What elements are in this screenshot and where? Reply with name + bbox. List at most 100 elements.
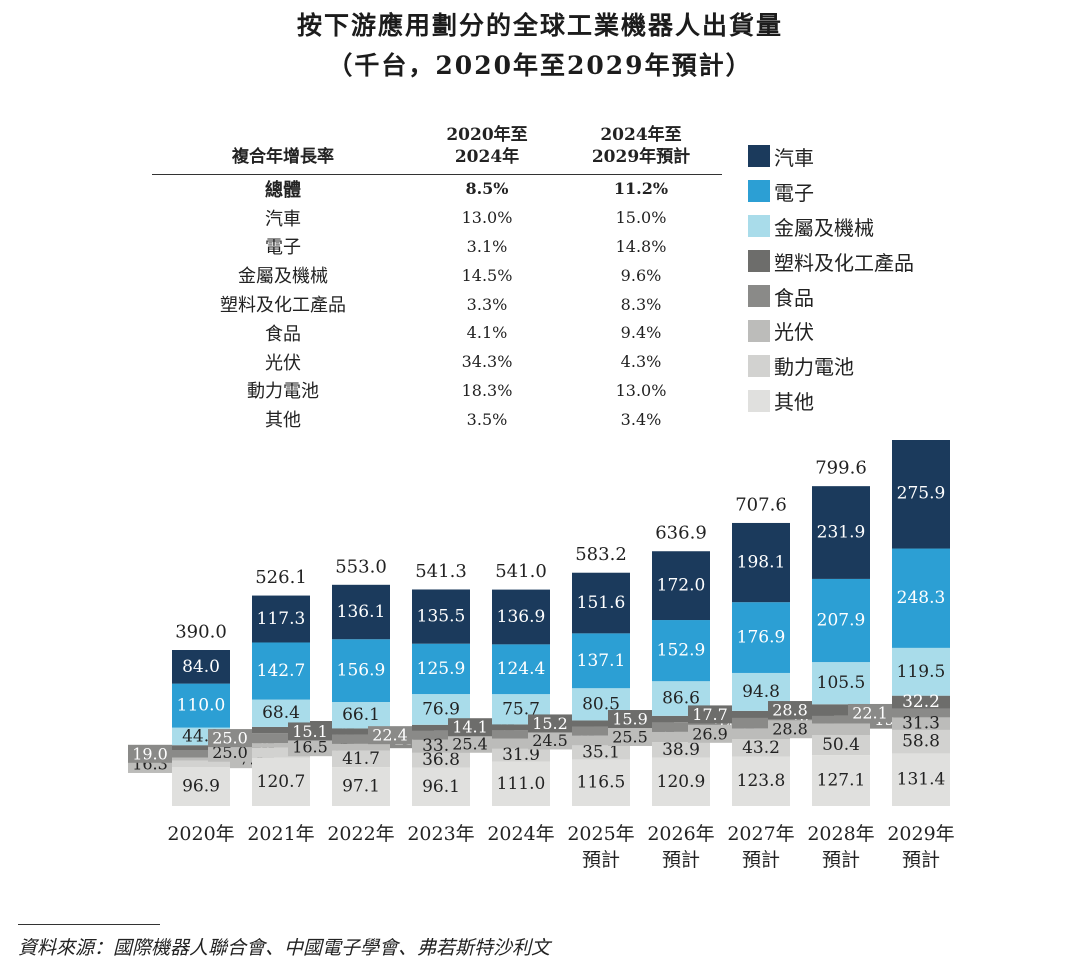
x-axis-tick-label: 2026年 xyxy=(647,823,714,845)
bar-segment-label: 66.1 xyxy=(342,705,380,725)
legend-item: 其他 xyxy=(748,383,914,418)
bar-segment-label: 28.8 xyxy=(772,701,808,720)
bar-segment xyxy=(412,752,470,768)
bar-segment-label: 68.4 xyxy=(262,703,300,723)
cagr-row-value-2020-2024: 34.3% xyxy=(461,352,513,372)
cagr-table: 複合年增長率 2020年至 2024年 2024年至 2029年預計 總體 8.… xyxy=(152,116,722,434)
cagr-row-metal-machinery: 金屬及機械 14.5% 9.6% xyxy=(152,261,722,290)
bar-segment-label: 22.1 xyxy=(852,703,888,722)
bar-segment-label: 120.9 xyxy=(657,772,706,792)
bar-segment xyxy=(732,728,790,740)
bar-segment xyxy=(172,683,230,728)
bar-segment-label-tag xyxy=(288,722,332,741)
bar-segment-label: 151.6 xyxy=(577,593,626,613)
stacked-bar-chart: 96.944.0110.084.016.37.819.012.0390.0202… xyxy=(128,440,955,871)
bar-total-label: 553.0 xyxy=(335,556,387,577)
bar-segment xyxy=(812,755,870,806)
bar-segment-label: 38.9 xyxy=(662,740,700,760)
bar-segment xyxy=(572,735,630,746)
bar-segment-label: 50.4 xyxy=(822,735,860,755)
chart-title: 按下游應用劃分的全球工業機器人出貨量 xyxy=(296,11,783,40)
bar-segment-label: 58.8 xyxy=(902,732,940,752)
x-axis-tick-label: 預計 xyxy=(902,849,940,871)
bar-segment-label: 36.8 xyxy=(422,750,460,770)
bar-segment-label: 94.8 xyxy=(742,682,780,702)
x-axis-tick-label: 2029年 xyxy=(887,823,954,845)
legend-label: 動力電池 xyxy=(774,355,854,380)
x-axis-tick-label: 2025年 xyxy=(567,823,634,845)
bar-segment-label: 156.9 xyxy=(337,661,386,681)
bar-stack xyxy=(252,595,310,806)
bar-segment-label: 231.9 xyxy=(817,523,866,543)
bar-segment-label: 124.4 xyxy=(497,659,546,679)
bar-segment-label: 24.5 xyxy=(532,731,568,750)
legend-swatch xyxy=(748,389,770,412)
x-axis-tick-label: 預計 xyxy=(822,849,860,871)
bar-segment xyxy=(492,761,550,806)
bar-segment xyxy=(892,548,950,648)
bar-segment xyxy=(732,756,790,806)
cagr-row-value-2020-2024: 13.0% xyxy=(461,208,513,228)
bar-segment-label: 80.5 xyxy=(582,694,620,714)
bar-segment-label-tag xyxy=(208,729,252,748)
bar-segment-label: 152.9 xyxy=(657,641,706,661)
bar-segment xyxy=(892,708,950,718)
bar-segment xyxy=(732,522,790,603)
bar-segment-label: 176.9 xyxy=(737,628,786,648)
cagr-row-value-2024-2029: 15.0% xyxy=(615,208,667,228)
bar-stack xyxy=(332,584,390,806)
bar-segment-label: 137.1 xyxy=(577,651,626,671)
bar-segment xyxy=(652,551,710,621)
bar-segment-label: 131.4 xyxy=(897,770,946,790)
bar-segment-label-tag xyxy=(448,734,492,753)
bar-segment-label: 172.0 xyxy=(657,576,706,596)
legend-label: 汽車 xyxy=(774,145,814,170)
bar-stack xyxy=(492,589,550,806)
bar-total-label: 541.0 xyxy=(495,561,547,582)
bar-segment xyxy=(252,733,310,744)
cagr-row-value-2020-2024: 4.1% xyxy=(466,323,508,343)
cagr-row-value-2024-2029: 9.6% xyxy=(620,265,662,285)
cagr-header-col1: 2020年至 2024年 xyxy=(414,116,560,175)
bar-segment-label: 275.9 xyxy=(897,483,946,503)
legend-item: 塑料及化工產品 xyxy=(748,244,914,279)
bar-segment-label: 43.2 xyxy=(742,738,780,758)
chart-legend: 汽車 電子 金屬及機械 塑料及化工產品 食品 光伏 動力電池 其他 xyxy=(748,139,914,418)
bar-stack xyxy=(572,572,630,806)
bar-segment-label-tag xyxy=(608,727,652,746)
cagr-row-label: 其他 xyxy=(265,410,301,432)
bar-segment xyxy=(332,734,390,744)
cagr-row-value-2024-2029: 9.4% xyxy=(620,323,662,343)
bar-segment-label: 119.5 xyxy=(897,662,946,682)
bar-segment-label: 41.7 xyxy=(342,749,380,769)
bar-segment xyxy=(572,720,630,727)
bar-segment-label-tag xyxy=(208,743,252,762)
bar-segment xyxy=(652,742,710,758)
cagr-row-value-2020-2024: 14.5% xyxy=(461,265,513,285)
bar-segment xyxy=(172,760,230,768)
bar-segment-label: 135.5 xyxy=(417,607,466,627)
bar-segment xyxy=(572,759,630,806)
bar-segment xyxy=(332,728,390,735)
cagr-row-photovoltaic: 光伏 34.3% 4.3% xyxy=(152,347,722,376)
bar-total-label: 526.1 xyxy=(255,567,307,588)
cagr-row-value-2024-2029: 4.3% xyxy=(620,352,662,372)
cagr-row-plastics-chemicals: 塑料及化工產品 3.3% 8.3% xyxy=(152,290,722,319)
source-note: 資料來源：國際機器人聯合會、中國電子學會、弗若斯特沙利文 xyxy=(18,937,551,959)
cagr-row-label: 總體 xyxy=(265,179,301,201)
bar-segment xyxy=(812,578,870,663)
bar-segment xyxy=(492,724,550,731)
legend-label: 塑料及化工產品 xyxy=(774,250,914,275)
legend-label: 其他 xyxy=(774,390,814,415)
bar-segment-label: 14.1 xyxy=(452,718,488,737)
bar-segment-label: 110.0 xyxy=(177,696,226,716)
legend-item: 食品 xyxy=(748,279,914,314)
x-axis-tick-label: 2027年 xyxy=(727,823,794,845)
cagr-row-label: 電子 xyxy=(265,237,301,259)
bar-total-label: 707.6 xyxy=(735,494,787,515)
bar-segment xyxy=(812,662,870,705)
bar-total-label: 390.0 xyxy=(175,622,227,643)
bar-segment-label: 26.9 xyxy=(692,724,728,743)
